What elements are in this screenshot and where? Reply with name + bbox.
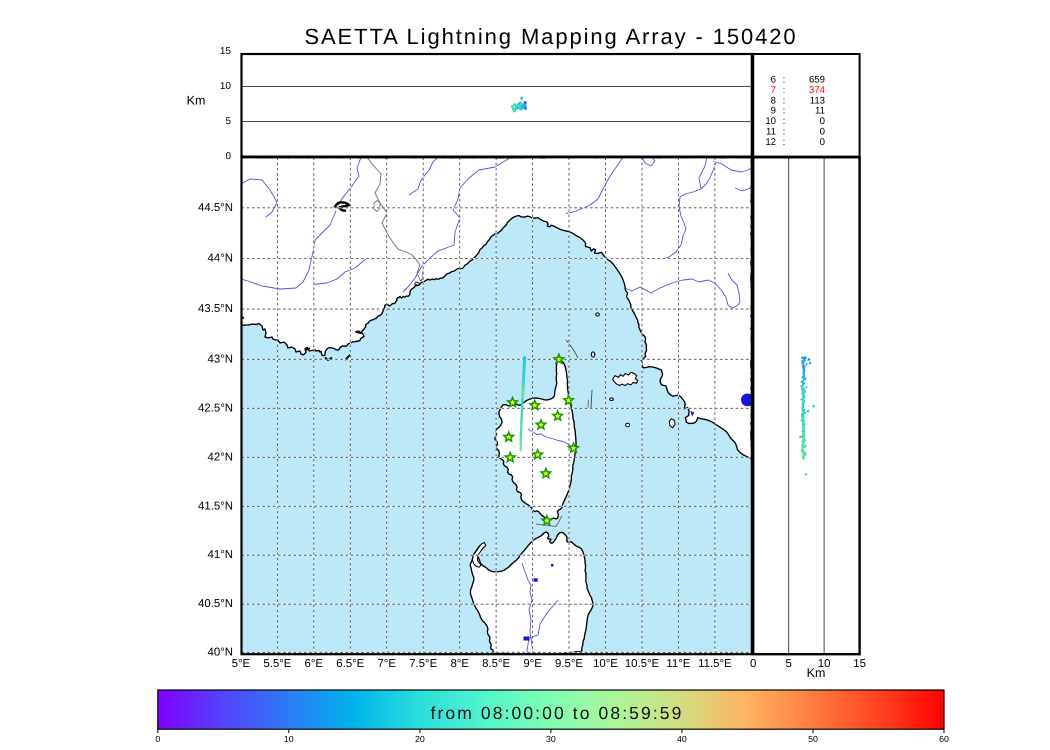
svg-text:43.5°N: 43.5°N — [198, 303, 233, 315]
svg-text:43°N: 43°N — [208, 353, 233, 365]
svg-text:15: 15 — [853, 658, 866, 670]
svg-text::: : — [783, 127, 786, 138]
svg-text:0: 0 — [820, 127, 825, 138]
svg-text::: : — [783, 106, 786, 117]
svg-text:from 08:00:00 to 08:59:59: from 08:00:00 to 08:59:59 — [431, 703, 684, 723]
svg-text:41.5°N: 41.5°N — [198, 500, 233, 512]
svg-text:42°N: 42°N — [208, 451, 233, 463]
svg-text:40.5°N: 40.5°N — [198, 598, 233, 610]
svg-text:11°E: 11°E — [666, 658, 690, 670]
svg-text:7: 7 — [771, 85, 776, 96]
svg-text:5: 5 — [225, 116, 231, 127]
svg-text:15: 15 — [220, 46, 232, 57]
svg-text:0: 0 — [750, 658, 756, 670]
svg-text:6: 6 — [771, 74, 776, 85]
svg-text:41°N: 41°N — [208, 549, 233, 561]
svg-text:10: 10 — [284, 734, 294, 744]
svg-text:50: 50 — [808, 734, 818, 744]
svg-text:0: 0 — [225, 151, 231, 162]
svg-text:374: 374 — [809, 85, 826, 96]
svg-text:12: 12 — [765, 137, 776, 148]
svg-text:10: 10 — [818, 658, 831, 670]
svg-text:9: 9 — [771, 106, 776, 117]
svg-text:40°N: 40°N — [208, 646, 233, 658]
svg-text:20: 20 — [415, 734, 425, 744]
svg-text:30: 30 — [546, 734, 556, 744]
svg-text:7.5°E: 7.5°E — [409, 658, 437, 670]
svg-text:60: 60 — [939, 734, 949, 744]
svg-text:6°E: 6°E — [305, 658, 324, 670]
svg-text:659: 659 — [809, 74, 825, 85]
svg-text:7°E: 7°E — [377, 658, 396, 670]
svg-text:42.5°N: 42.5°N — [198, 402, 233, 414]
svg-text::: : — [783, 137, 786, 148]
svg-text:8.5°E: 8.5°E — [482, 658, 510, 670]
svg-text:113: 113 — [810, 95, 825, 106]
svg-text:10°E: 10°E — [593, 658, 618, 670]
svg-text:9°E: 9°E — [523, 658, 542, 670]
svg-text:0: 0 — [155, 734, 160, 744]
svg-text::: : — [783, 95, 786, 106]
svg-text:5: 5 — [786, 658, 792, 670]
svg-text::: : — [783, 116, 786, 127]
svg-text:10: 10 — [765, 116, 776, 127]
svg-text:44.5°N: 44.5°N — [198, 202, 233, 214]
svg-text:11.5°E: 11.5°E — [698, 658, 732, 670]
svg-text:10.5°E: 10.5°E — [625, 658, 660, 670]
svg-text:8°E: 8°E — [450, 658, 469, 670]
svg-text:Km: Km — [807, 666, 826, 680]
svg-text:0: 0 — [820, 116, 825, 127]
svg-text::: : — [783, 74, 786, 85]
svg-text:6.5°E: 6.5°E — [336, 658, 364, 670]
svg-text:9.5°E: 9.5°E — [555, 658, 583, 670]
svg-text:5°E: 5°E — [232, 658, 251, 670]
svg-text:5.5°E: 5.5°E — [263, 658, 291, 670]
svg-text:8: 8 — [771, 95, 776, 106]
svg-text:11: 11 — [815, 106, 825, 117]
svg-text:10: 10 — [220, 81, 232, 92]
svg-text:44°N: 44°N — [208, 253, 233, 265]
svg-text:40: 40 — [677, 734, 687, 744]
svg-text:11: 11 — [766, 127, 776, 138]
svg-text:Km: Km — [187, 93, 206, 107]
svg-text:0: 0 — [820, 137, 825, 148]
svg-text:SAETTA Lightning Mapping Array: SAETTA Lightning Mapping Array - 150420 — [304, 24, 797, 49]
svg-text::: : — [783, 85, 786, 96]
